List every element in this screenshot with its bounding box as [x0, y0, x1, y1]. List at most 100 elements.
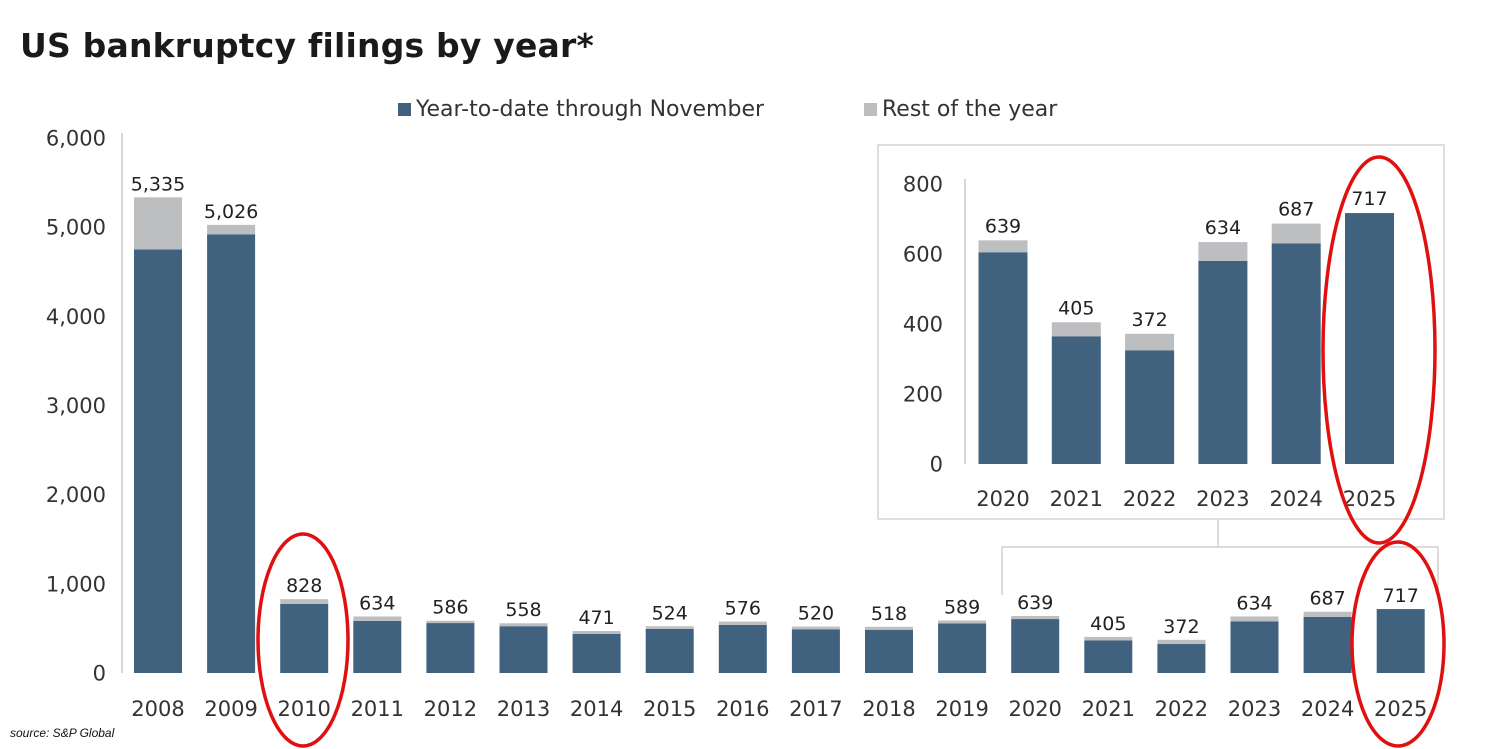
legend-label-rest: Rest of the year — [882, 97, 1058, 122]
bar-rest — [978, 240, 1028, 253]
data-label: 524 — [652, 602, 688, 624]
x-tick-label: 2021 — [1082, 697, 1135, 721]
data-label: 372 — [1131, 309, 1167, 331]
bar-ytd — [1084, 640, 1133, 673]
bar-ytd — [1376, 609, 1425, 673]
bar-ytd — [134, 249, 182, 674]
bar-rest — [1011, 616, 1060, 620]
bar-rest — [572, 631, 621, 634]
highlight-ellipse-inset-2025 — [1321, 155, 1437, 545]
x-tick-label: 2011 — [351, 697, 404, 721]
bar-ytd — [865, 629, 913, 673]
bar-ytd — [1271, 243, 1321, 464]
data-label: 828 — [286, 575, 322, 597]
bar-rest — [1051, 322, 1101, 337]
chart-title: US bankruptcy filings by year* — [20, 26, 594, 65]
x-tick-label: 2025 — [1374, 697, 1427, 721]
bar-ytd — [1011, 619, 1060, 673]
y-tick-label: 5,000 — [46, 216, 106, 240]
bar-ytd — [1345, 213, 1394, 464]
bar-ytd — [1157, 644, 1206, 673]
bar-ytd — [499, 626, 548, 673]
data-label: 372 — [1163, 616, 1199, 638]
y-tick-label: 6,000 — [46, 127, 106, 151]
y-tick-label: 0 — [93, 662, 106, 686]
bar-rest — [207, 224, 256, 235]
data-label: 586 — [432, 597, 468, 619]
data-label: 639 — [985, 215, 1021, 237]
data-label: 589 — [944, 596, 980, 618]
data-label: 405 — [1090, 613, 1126, 635]
x-tick-label: 2023 — [1228, 697, 1281, 721]
bar-rest — [1230, 616, 1279, 622]
x-tick-label: 2016 — [716, 697, 769, 721]
bar-ytd — [1303, 616, 1352, 673]
bar-rest — [865, 626, 913, 630]
bar-ytd — [280, 603, 329, 673]
data-label: 471 — [578, 607, 614, 629]
bar-ytd — [1198, 261, 1248, 464]
legend-item-rest: Rest of the year — [864, 97, 1057, 122]
y-tick-label: 800 — [903, 173, 943, 197]
bar-rest — [1303, 611, 1352, 617]
y-tick-label: 3,000 — [46, 394, 106, 418]
legend-item-ytd: Year-to-date through November — [398, 97, 764, 122]
y-tick-label: 200 — [903, 383, 943, 407]
bar-ytd — [572, 633, 621, 673]
legend-swatch-rest — [864, 103, 877, 116]
data-label: 717 — [1383, 585, 1419, 607]
source-note: source: S&P Global — [10, 726, 115, 740]
data-label: 717 — [1351, 188, 1387, 210]
data-label: 405 — [1058, 297, 1094, 319]
x-tick-label: 2010 — [277, 697, 330, 721]
data-label: 518 — [871, 603, 907, 625]
x-tick-label: 2020 — [976, 487, 1029, 511]
highlight-ellipse-2010 — [256, 532, 350, 748]
bar-ytd — [207, 234, 256, 674]
x-tick-label: 2009 — [204, 697, 257, 721]
y-tick-label: 2,000 — [46, 483, 106, 507]
bar-rest — [134, 197, 182, 250]
x-tick-label: 2014 — [570, 697, 623, 721]
data-label: 634 — [1205, 217, 1241, 239]
main-plot: 01,0002,0003,0004,0005,0006,0005,3352008… — [46, 127, 1428, 721]
bar-rest — [499, 623, 548, 627]
bar-ytd — [718, 624, 767, 673]
highlight-annotations — [256, 155, 1446, 748]
data-label: 687 — [1278, 199, 1314, 221]
data-label: 634 — [1236, 592, 1272, 614]
bar-rest — [280, 599, 329, 604]
bar-rest — [718, 621, 767, 625]
x-tick-label: 2018 — [862, 697, 915, 721]
x-tick-label: 2017 — [789, 697, 842, 721]
bar-ytd — [791, 629, 840, 673]
data-label: 639 — [1017, 592, 1053, 614]
x-tick-label: 2008 — [131, 697, 184, 721]
bar-ytd — [353, 620, 402, 673]
x-tick-label: 2012 — [424, 697, 477, 721]
x-tick-label: 2019 — [935, 697, 988, 721]
bar-ytd — [1230, 621, 1279, 673]
bar-ytd — [978, 252, 1028, 464]
data-label: 634 — [359, 592, 395, 614]
x-tick-label: 2024 — [1301, 697, 1354, 721]
inset-plot: 0 200 400 600 800 639 2020 405 2021 372 2022 634 202… — [903, 173, 1396, 511]
data-label: 5,335 — [131, 173, 185, 195]
bar-rest — [938, 620, 987, 624]
bar-rest — [645, 626, 694, 629]
y-tick-label: 4,000 — [46, 305, 106, 329]
y-tick-label: 0 — [930, 453, 943, 477]
x-tick-label: 2021 — [1050, 487, 1103, 511]
data-label: 576 — [725, 598, 761, 620]
bar-ytd — [938, 623, 987, 673]
bar-rest — [1125, 333, 1175, 351]
x-tick-label: 2022 — [1155, 697, 1208, 721]
bar-ytd — [426, 623, 475, 673]
bar-ytd — [645, 628, 694, 673]
bar-rest — [791, 626, 840, 630]
highlight-ellipse-2025 — [1350, 540, 1446, 748]
bar-rest — [1198, 242, 1248, 261]
x-tick-label: 2020 — [1008, 697, 1061, 721]
data-label: 558 — [505, 599, 541, 621]
